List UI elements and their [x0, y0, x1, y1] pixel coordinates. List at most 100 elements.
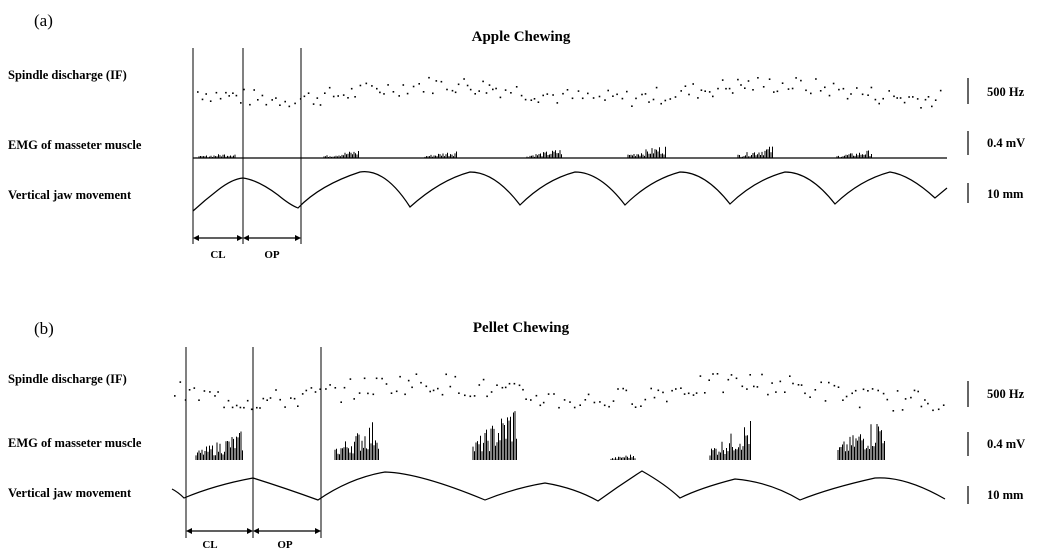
spindle-discharge-point	[784, 391, 786, 393]
spindle-discharge-point	[631, 403, 633, 405]
spindle-discharge-point	[376, 87, 378, 90]
spindle-discharge-point	[901, 409, 904, 411]
spindle-discharge-point	[924, 399, 926, 401]
spindle-discharge-point	[379, 91, 381, 94]
spindle-discharge-point	[533, 98, 536, 100]
spindle-discharge-point	[307, 92, 310, 94]
spindle-discharge-point	[246, 399, 249, 402]
spindle-discharge-point	[725, 87, 727, 90]
spindle-discharge-point	[446, 88, 448, 91]
spindle-discharge-point	[552, 94, 554, 96]
spindle-discharge-point	[573, 406, 576, 409]
spindle-discharge-point	[867, 94, 869, 96]
spindle-discharge-point	[741, 385, 744, 388]
spindle-discharge-point	[488, 84, 491, 86]
spindle-discharge-point	[899, 97, 902, 99]
spindle-discharge-point	[882, 392, 885, 395]
spindle-discharge-point	[350, 87, 353, 90]
spindle-discharge-point	[641, 93, 643, 96]
spindle-discharge-point	[797, 384, 800, 386]
spindle-discharge-point	[664, 99, 667, 102]
spindle-discharge-point	[626, 90, 628, 93]
spindle-discharge-point	[174, 395, 176, 397]
panel-a-spindle-scale: 500 Hz	[987, 85, 1025, 99]
spindle-discharge-point	[501, 386, 504, 389]
spindle-discharge-point	[299, 98, 302, 100]
spindle-discharge-point	[792, 382, 794, 385]
spindle-discharge-point	[721, 79, 724, 81]
spindle-discharge-point	[337, 95, 339, 97]
spindle-discharge-point	[622, 387, 624, 390]
spindle-discharge-point	[371, 85, 373, 87]
spindle-discharge-point	[279, 398, 281, 401]
spindle-discharge-point	[653, 396, 656, 399]
spindle-discharge-point	[832, 82, 835, 85]
spindle-discharge-point	[518, 384, 521, 387]
spindle-discharge-point	[850, 93, 852, 95]
spindle-discharge-point	[530, 399, 532, 401]
spindle-discharge-point	[301, 393, 304, 395]
spindle-discharge-point	[717, 87, 719, 90]
spindle-discharge-point	[657, 389, 660, 392]
panel-a-spindle-trace	[197, 76, 942, 109]
panel-a-jaw-trace	[192, 171, 948, 212]
spindle-discharge-point	[692, 394, 695, 396]
spindle-discharge-point	[203, 390, 206, 392]
spindle-discharge-point	[535, 394, 538, 397]
spindle-discharge-point	[820, 381, 822, 384]
panel-b-emg-label: EMG of masseter muscle	[8, 436, 142, 450]
spindle-discharge-point	[243, 88, 245, 91]
spindle-discharge-point	[420, 381, 422, 384]
spindle-discharge-point	[235, 404, 238, 407]
spindle-discharge-point	[372, 393, 375, 396]
spindle-discharge-point	[235, 94, 238, 97]
spindle-discharge-point	[824, 400, 827, 402]
spindle-discharge-point	[762, 86, 765, 88]
spindle-discharge-point	[787, 88, 790, 90]
spindle-discharge-point	[482, 80, 484, 83]
spindle-discharge-point	[888, 90, 890, 92]
panel-b-title: Pellet Chewing	[473, 320, 570, 336]
spindle-discharge-point	[927, 96, 930, 98]
spindle-discharge-point	[612, 400, 615, 402]
spindle-discharge-point	[728, 87, 731, 90]
panel-b-emg-trace	[195, 411, 885, 460]
spindle-discharge-point	[761, 373, 763, 376]
spindle-discharge-point	[297, 405, 299, 407]
spindle-discharge-point	[625, 389, 628, 392]
spindle-discharge-point	[579, 404, 581, 406]
spindle-discharge-point	[746, 388, 748, 390]
spindle-discharge-point	[209, 391, 211, 393]
spindle-discharge-point	[432, 92, 434, 95]
panel-b-jaw-label: Vertical jaw movement	[8, 486, 132, 500]
spindle-discharge-point	[375, 377, 378, 380]
spindle-discharge-point	[577, 90, 580, 92]
spindle-discharge-point	[319, 388, 321, 390]
spindle-discharge-point	[683, 393, 686, 395]
spindle-discharge-point	[231, 406, 234, 409]
spindle-discharge-point	[842, 399, 844, 401]
spindle-discharge-point	[387, 84, 389, 86]
spindle-discharge-point	[640, 405, 642, 407]
spindle-discharge-point	[688, 93, 690, 96]
spindle-discharge-point	[316, 97, 319, 99]
spindle-discharge-point	[219, 97, 222, 100]
spindle-discharge-point	[449, 385, 452, 388]
spindle-discharge-point	[804, 392, 806, 395]
spindle-discharge-point	[660, 102, 662, 105]
spindle-discharge-point	[644, 398, 647, 401]
panel-a-emg-label: EMG of masseter muscle	[8, 138, 142, 152]
spindle-discharge-point	[749, 374, 751, 376]
spindle-discharge-point	[569, 401, 571, 403]
spindle-discharge-point	[854, 389, 857, 392]
spindle-discharge-point	[266, 399, 268, 401]
spindle-discharge-point	[358, 392, 361, 394]
spindle-discharge-point	[184, 399, 187, 401]
spindle-discharge-point	[644, 93, 647, 95]
spindle-discharge-point	[205, 93, 207, 95]
spindle-discharge-point	[612, 95, 614, 97]
spindle-discharge-point	[779, 380, 782, 383]
spindle-discharge-point	[454, 91, 457, 94]
spindle-discharge-point	[730, 374, 733, 376]
